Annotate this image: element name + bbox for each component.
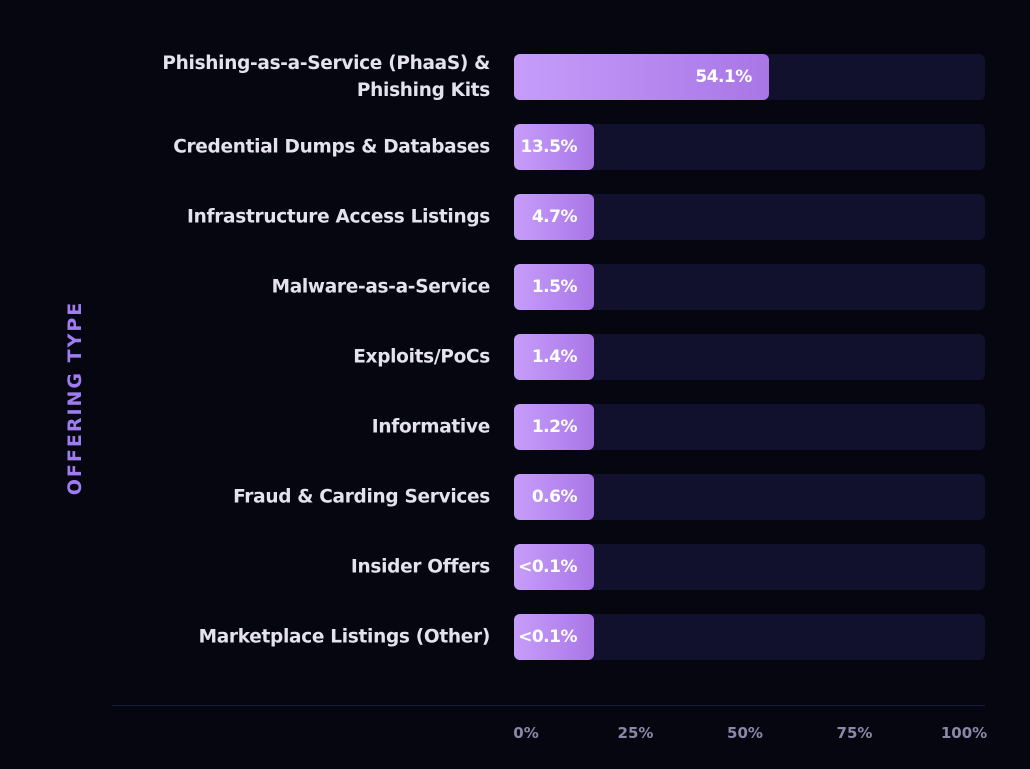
bar <box>514 544 594 590</box>
x-tick-label: 25% <box>617 724 654 742</box>
bar <box>514 54 769 100</box>
value-label: <0.1% <box>518 557 577 577</box>
value-label: 1.2% <box>531 417 578 437</box>
category-label: Phishing-as-a-Service (PhaaS) & Phishing… <box>162 53 490 101</box>
category-label: Insider Offers <box>350 556 490 578</box>
bar <box>514 474 594 520</box>
value-label: 4.7% <box>531 207 578 227</box>
category-label: Marketplace Listings (Other) <box>198 626 491 648</box>
bar <box>514 404 594 450</box>
category-label: Credential Dumps & Databases <box>173 136 490 158</box>
value-label: 1.5% <box>531 277 578 297</box>
category-label: Infrastructure Access Listings <box>187 206 490 228</box>
category-label: Fraud & Carding Services <box>233 486 490 508</box>
x-tick-label: 100% <box>940 724 988 742</box>
bar <box>514 264 594 310</box>
bar <box>514 124 594 170</box>
x-axis-line <box>112 705 985 706</box>
value-label: 1.4% <box>531 347 578 367</box>
x-tick-label: 75% <box>836 724 873 742</box>
value-label: <0.1% <box>518 627 577 647</box>
value-label: 54.1% <box>695 67 752 87</box>
value-label: 13.5% <box>520 137 578 157</box>
category-label: Malware-as-a-Service <box>271 276 491 298</box>
bar <box>514 334 594 380</box>
bar <box>514 194 594 240</box>
x-tick-label: 50% <box>727 724 763 742</box>
value-label: 0.6% <box>531 487 578 507</box>
category-label: Exploits/PoCs <box>353 346 490 368</box>
x-tick-label: 0% <box>513 724 539 742</box>
y-axis-title: OFFERING TYPE <box>64 300 86 496</box>
category-label: Informative <box>371 416 491 438</box>
bar <box>514 614 594 660</box>
